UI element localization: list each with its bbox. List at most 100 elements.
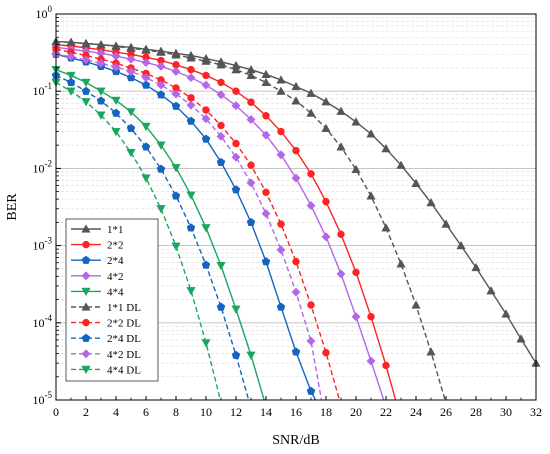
data-point <box>247 98 255 106</box>
data-point <box>261 130 271 140</box>
data-point <box>231 350 241 359</box>
data-point <box>126 123 136 133</box>
data-point <box>186 191 196 200</box>
y-tick-label: 100 <box>36 4 53 21</box>
data-point <box>156 47 166 56</box>
data-point <box>337 230 345 239</box>
legend-label: 2*4 DL <box>107 333 141 345</box>
x-tick-label: 24 <box>410 405 422 419</box>
legend-label: 2*4 <box>107 255 124 267</box>
data-point <box>216 60 226 69</box>
data-point <box>186 223 196 232</box>
x-tick-label: 14 <box>260 405 272 419</box>
data-point <box>141 45 151 54</box>
x-tick-label: 12 <box>230 405 242 419</box>
data-point <box>336 106 346 115</box>
data-point <box>306 386 316 395</box>
data-point <box>66 77 76 87</box>
data-point <box>261 77 271 87</box>
data-point <box>291 81 301 91</box>
data-point <box>246 351 256 360</box>
data-point <box>231 101 241 111</box>
legend-marker <box>81 333 91 342</box>
data-point <box>411 178 421 187</box>
series-line <box>56 81 222 400</box>
y-tick-label: 10-1 <box>33 81 53 98</box>
data-point <box>81 38 91 48</box>
legend-label: 1*1 <box>107 224 124 236</box>
data-point <box>396 259 406 268</box>
data-point <box>66 87 76 96</box>
data-point <box>262 188 270 197</box>
data-point <box>471 262 481 272</box>
data-point <box>216 90 226 100</box>
data-point <box>202 106 210 114</box>
data-point <box>171 164 181 173</box>
data-point <box>351 312 361 322</box>
data-point <box>141 80 151 89</box>
data-point <box>336 142 346 151</box>
data-point <box>126 66 136 77</box>
legend-label: 1*1 DL <box>107 302 141 314</box>
data-point <box>111 96 121 106</box>
data-point <box>201 339 211 348</box>
data-point <box>171 191 181 200</box>
data-point <box>201 80 211 90</box>
legend-label: 2*2 DL <box>107 318 141 330</box>
data-point <box>201 134 211 143</box>
data-point <box>156 205 166 214</box>
data-point <box>292 257 300 266</box>
data-point <box>262 112 270 120</box>
data-point <box>216 157 226 166</box>
data-point <box>141 174 151 183</box>
y-tick-label: 10-3 <box>33 236 53 253</box>
legend-marker <box>82 240 90 249</box>
data-point <box>381 143 391 153</box>
data-point <box>216 302 226 311</box>
x-tick-label: 32 <box>530 405 542 419</box>
data-point <box>366 129 376 138</box>
data-point <box>202 71 210 80</box>
data-point <box>171 242 181 251</box>
data-point <box>277 220 285 228</box>
data-point <box>231 305 241 314</box>
legend-marker <box>81 224 91 233</box>
data-point <box>201 114 211 124</box>
legend-marker <box>81 349 91 359</box>
x-tick-label: 22 <box>380 405 392 419</box>
data-point <box>141 73 151 83</box>
data-point <box>291 347 301 356</box>
data-point <box>186 73 196 83</box>
x-tick-label: 16 <box>290 405 302 419</box>
legend-label: 4*2 <box>107 271 124 283</box>
data-point <box>186 100 196 110</box>
data-point <box>187 65 195 74</box>
x-tick-label: 10 <box>200 405 212 419</box>
x-tick-label: 8 <box>173 405 179 419</box>
data-point <box>426 347 436 356</box>
data-point <box>111 62 121 72</box>
data-point <box>231 152 241 162</box>
x-tick-label: 20 <box>350 405 362 419</box>
data-point <box>306 88 316 97</box>
data-point <box>156 90 166 99</box>
data-point <box>247 161 255 169</box>
y-axis-title: BER <box>5 193 20 221</box>
data-point <box>81 78 91 88</box>
axes: 0 2 4 6 8 10 12 14 16 18 20 22 24 26 28 30 3210010-110-2… <box>33 4 543 419</box>
data-point <box>96 40 106 49</box>
data-point <box>322 197 330 206</box>
x-tick-label: 28 <box>470 405 482 419</box>
data-point <box>156 164 166 173</box>
data-point <box>66 52 76 62</box>
data-point <box>276 302 286 311</box>
legend-label: 4*2 DL <box>107 349 141 361</box>
data-point <box>501 309 511 318</box>
data-point <box>276 245 286 255</box>
data-point <box>456 240 466 250</box>
data-point <box>426 197 436 207</box>
data-point <box>307 170 315 178</box>
legend-marker <box>81 255 91 264</box>
x-tick-label: 6 <box>143 405 149 419</box>
